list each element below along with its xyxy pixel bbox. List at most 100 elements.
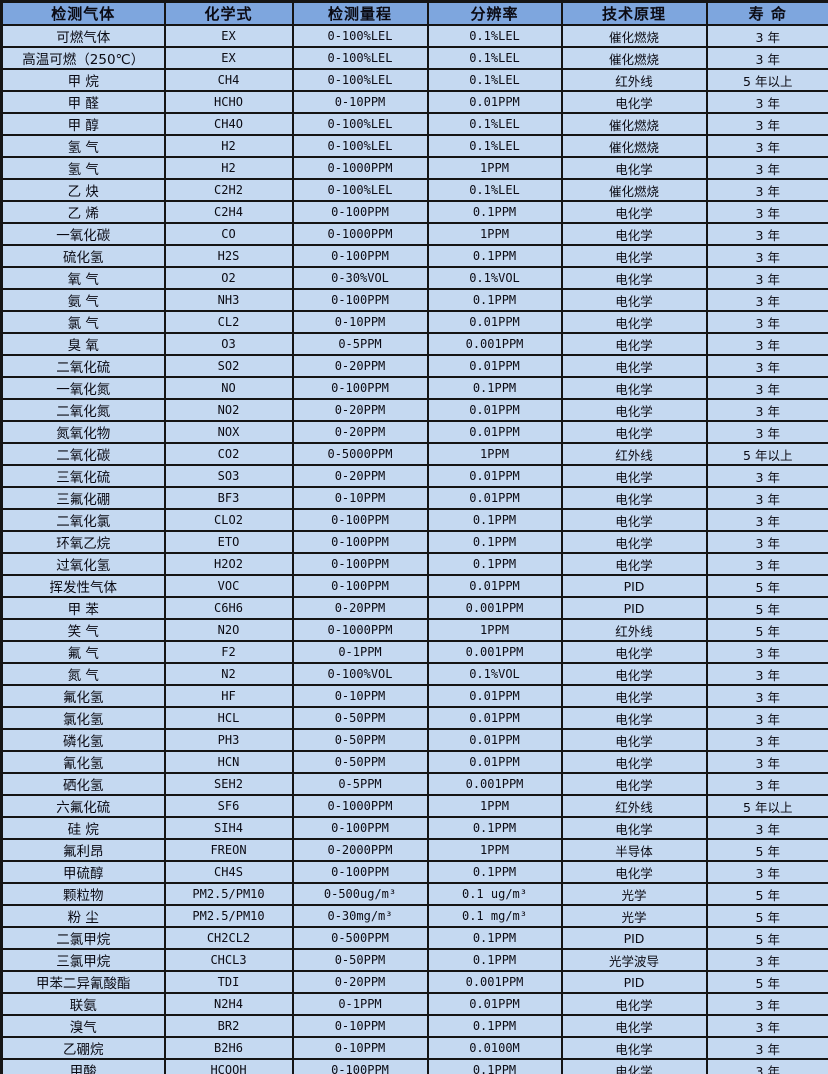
cell-lifespan: 3 年 <box>705 486 828 510</box>
cell-principle: 电化学 <box>560 1036 708 1060</box>
cell-gas: 乙硼烷 <box>0 1036 166 1060</box>
table-row: 过氧化氢 H2O2 0-100PPM 0.1PPM 电化学 3 年 <box>0 552 828 576</box>
table-row: 粉 尘 PM2.5/PM10 0-30mg/m³ 0.1 mg/m³ 光学 5 年 <box>0 904 828 928</box>
header-range: 检测量程 <box>291 0 429 26</box>
cell-formula: CHCL3 <box>163 948 294 972</box>
cell-formula: EX <box>163 24 294 48</box>
cell-principle: 电化学 <box>560 200 708 224</box>
cell-formula: B2H6 <box>163 1036 294 1060</box>
cell-resolution: 0.1PPM <box>426 508 563 532</box>
cell-formula: C6H6 <box>163 596 294 620</box>
cell-range: 0-100PPM <box>291 376 429 400</box>
cell-formula: HCL <box>163 706 294 730</box>
cell-gas: 高温可燃（250℃） <box>0 46 166 70</box>
cell-principle: 电化学 <box>560 244 708 268</box>
cell-resolution: 0.001PPM <box>426 970 563 994</box>
cell-principle: 电化学 <box>560 1014 708 1038</box>
cell-resolution: 0.01PPM <box>426 90 563 114</box>
cell-principle: 电化学 <box>560 728 708 752</box>
cell-range: 0-1000PPM <box>291 156 429 180</box>
cell-gas: 六氟化硫 <box>0 794 166 818</box>
cell-principle: 光学 <box>560 904 708 928</box>
cell-range: 0-100PPM <box>291 816 429 840</box>
cell-resolution: 0.1%LEL <box>426 112 563 136</box>
cell-formula: O3 <box>163 332 294 356</box>
cell-principle: 电化学 <box>560 816 708 840</box>
table-row: 氨 气 NH3 0-100PPM 0.1PPM 电化学 3 年 <box>0 288 828 312</box>
cell-gas: 笑 气 <box>0 618 166 642</box>
table-row: 氢 气 H2 0-1000PPM 1PPM 电化学 3 年 <box>0 156 828 180</box>
table-row: 氟化氢 HF 0-10PPM 0.01PPM 电化学 3 年 <box>0 684 828 708</box>
cell-resolution: 0.001PPM <box>426 640 563 664</box>
cell-principle: 电化学 <box>560 222 708 246</box>
cell-lifespan: 3 年 <box>705 640 828 664</box>
table-row: 六氟化硫 SF6 0-1000PPM 1PPM 红外线 5 年以上 <box>0 794 828 818</box>
cell-range: 0-30%VOL <box>291 266 429 290</box>
cell-gas: 甲 苯 <box>0 596 166 620</box>
cell-lifespan: 3 年 <box>705 134 828 158</box>
cell-principle: 电化学 <box>560 750 708 774</box>
cell-formula: BF3 <box>163 486 294 510</box>
cell-principle: 电化学 <box>560 288 708 312</box>
cell-range: 0-100PPM <box>291 860 429 884</box>
cell-resolution: 0.1PPM <box>426 816 563 840</box>
cell-range: 0-5PPM <box>291 772 429 796</box>
table-row: 甲 醇 CH4O 0-100%LEL 0.1%LEL 催化燃烧 3 年 <box>0 112 828 136</box>
table-row: 氯 气 CL2 0-10PPM 0.01PPM 电化学 3 年 <box>0 310 828 334</box>
cell-lifespan: 3 年 <box>705 750 828 774</box>
cell-lifespan: 3 年 <box>705 24 828 48</box>
cell-principle: 催化燃烧 <box>560 178 708 202</box>
table-row: 乙 炔 C2H2 0-100%LEL 0.1%LEL 催化燃烧 3 年 <box>0 178 828 202</box>
cell-range: 0-100PPM <box>291 288 429 312</box>
cell-gas: 甲 醇 <box>0 112 166 136</box>
cell-lifespan: 5 年 <box>705 904 828 928</box>
cell-range: 0-10PPM <box>291 486 429 510</box>
cell-gas: 氢 气 <box>0 156 166 180</box>
cell-range: 0-100PPM <box>291 1058 429 1074</box>
cell-range: 0-100PPM <box>291 244 429 268</box>
cell-resolution: 0.1PPM <box>426 948 563 972</box>
cell-formula: CH2CL2 <box>163 926 294 950</box>
cell-principle: 电化学 <box>560 992 708 1016</box>
cell-range: 0-500PPM <box>291 926 429 950</box>
cell-resolution: 0.1 ug/m³ <box>426 882 563 906</box>
cell-lifespan: 3 年 <box>705 90 828 114</box>
header-resolution: 分辨率 <box>426 0 563 26</box>
cell-gas: 挥发性气体 <box>0 574 166 598</box>
header-lifespan: 寿 命 <box>705 0 828 26</box>
cell-resolution: 0.01PPM <box>426 420 563 444</box>
cell-formula: N2O <box>163 618 294 642</box>
cell-resolution: 0.01PPM <box>426 398 563 422</box>
cell-resolution: 0.1%VOL <box>426 266 563 290</box>
cell-gas: 氟 气 <box>0 640 166 664</box>
table-row: 一氧化碳 CO 0-1000PPM 1PPM 电化学 3 年 <box>0 222 828 246</box>
cell-gas: 氰化氢 <box>0 750 166 774</box>
cell-range: 0-100PPM <box>291 574 429 598</box>
cell-formula: SO3 <box>163 464 294 488</box>
cell-range: 0-100PPM <box>291 508 429 532</box>
cell-resolution: 0.1%LEL <box>426 24 563 48</box>
cell-range: 0-100%LEL <box>291 68 429 92</box>
cell-gas: 氯化氢 <box>0 706 166 730</box>
cell-principle: 电化学 <box>560 1058 708 1074</box>
cell-gas: 溴气 <box>0 1014 166 1038</box>
cell-principle: 红外线 <box>560 442 708 466</box>
cell-lifespan: 5 年 <box>705 574 828 598</box>
cell-principle: 电化学 <box>560 464 708 488</box>
table-row: 二氯甲烷 CH2CL2 0-500PPM 0.1PPM PID 5 年 <box>0 926 828 950</box>
table-row: 甲苯二异氰酸酯 TDI 0-20PPM 0.001PPM PID 5 年 <box>0 970 828 994</box>
cell-lifespan: 3 年 <box>705 112 828 136</box>
cell-formula: CO <box>163 222 294 246</box>
cell-lifespan: 3 年 <box>705 530 828 554</box>
cell-range: 0-50PPM <box>291 750 429 774</box>
cell-gas: 甲 醛 <box>0 90 166 114</box>
cell-gas: 粉 尘 <box>0 904 166 928</box>
cell-principle: 电化学 <box>560 398 708 422</box>
cell-principle: 电化学 <box>560 662 708 686</box>
cell-gas: 可燃气体 <box>0 24 166 48</box>
cell-range: 0-1000PPM <box>291 222 429 246</box>
cell-lifespan: 3 年 <box>705 1058 828 1074</box>
cell-lifespan: 3 年 <box>705 354 828 378</box>
cell-principle: 红外线 <box>560 68 708 92</box>
cell-range: 0-30mg/m³ <box>291 904 429 928</box>
